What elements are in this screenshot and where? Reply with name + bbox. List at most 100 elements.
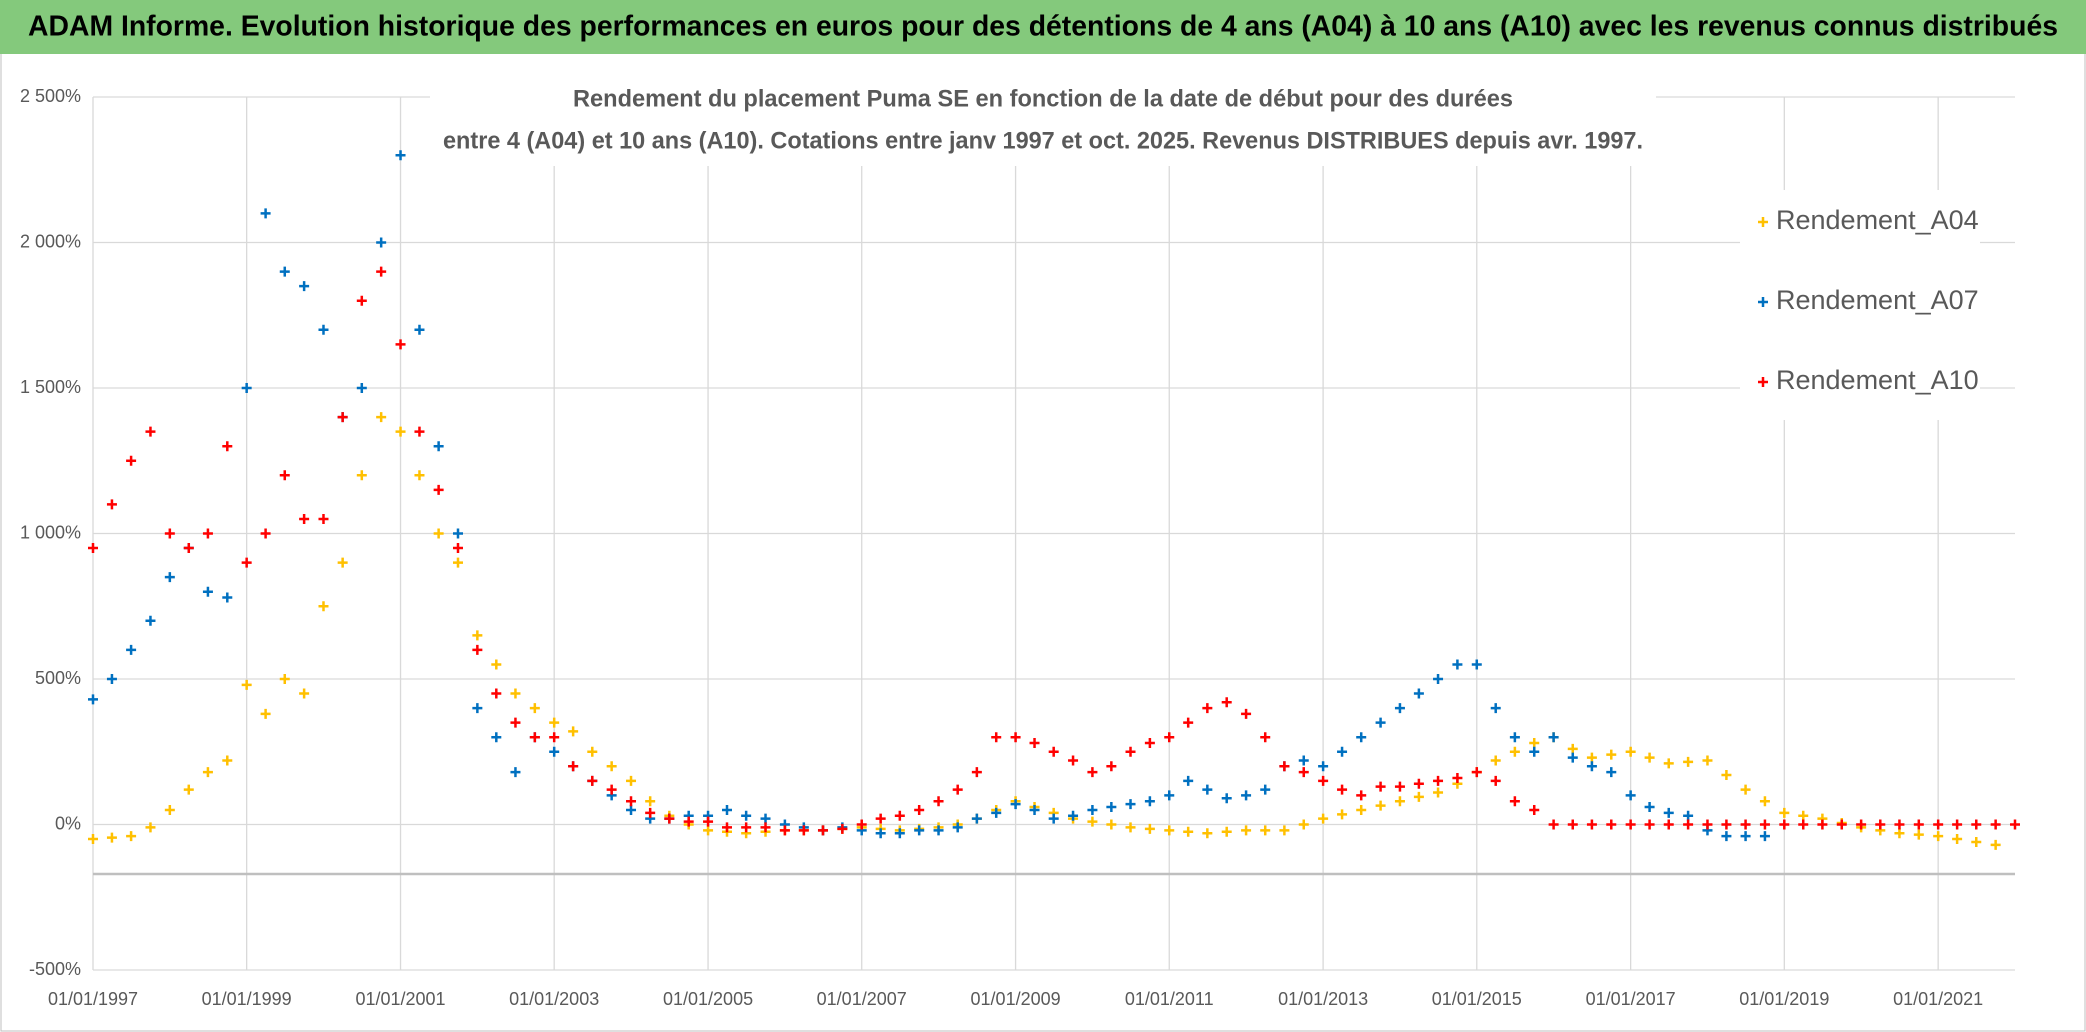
point — [1394, 703, 1405, 714]
point — [1740, 831, 1751, 842]
point — [1279, 825, 1290, 836]
point — [971, 767, 982, 778]
point — [779, 825, 790, 836]
point — [1318, 813, 1329, 824]
point — [1452, 659, 1463, 670]
point — [1509, 796, 1520, 807]
point — [952, 822, 963, 833]
y-tick-label: 2 500% — [20, 86, 81, 106]
point — [626, 804, 637, 815]
point — [722, 822, 733, 833]
point — [1183, 826, 1194, 837]
point — [1087, 767, 1098, 778]
point — [1318, 761, 1329, 772]
x-tick-label: 01/01/1997 — [48, 989, 138, 1009]
point — [1894, 819, 1905, 830]
point — [529, 703, 540, 714]
point — [433, 484, 444, 495]
point — [1298, 819, 1309, 830]
point — [1413, 688, 1424, 699]
point — [183, 784, 194, 795]
point — [299, 513, 310, 524]
point — [1433, 674, 1444, 684]
point — [472, 644, 483, 655]
point — [645, 796, 656, 807]
point — [549, 746, 560, 757]
point — [760, 822, 771, 833]
point — [1740, 784, 1751, 795]
point — [1509, 746, 1520, 757]
legend-marker — [1758, 377, 1768, 387]
point — [164, 528, 175, 539]
point — [2010, 819, 2020, 830]
x-tick-label: 01/01/2013 — [1278, 989, 1368, 1009]
point — [202, 767, 213, 778]
point — [1913, 829, 1924, 840]
point — [1356, 790, 1367, 801]
point — [914, 825, 925, 836]
point — [279, 266, 290, 277]
point — [1183, 775, 1194, 786]
point — [106, 832, 117, 843]
point — [202, 528, 213, 539]
point — [1394, 781, 1405, 792]
point — [529, 732, 540, 743]
point — [1471, 659, 1482, 670]
point — [1029, 804, 1040, 815]
point — [260, 708, 271, 719]
point — [933, 796, 944, 807]
point — [1683, 756, 1694, 767]
point — [1913, 819, 1924, 830]
point — [299, 688, 310, 699]
point — [145, 426, 156, 437]
point — [1106, 819, 1117, 830]
point — [1029, 738, 1040, 749]
y-tick-label: 2 000% — [20, 231, 81, 251]
y-tick-label: -500% — [29, 959, 81, 979]
point — [1068, 810, 1079, 821]
point — [933, 825, 944, 836]
point — [1759, 796, 1770, 807]
x-tick-label: 01/01/1999 — [202, 989, 292, 1009]
point — [894, 828, 905, 839]
legend-label: Rendement_A10 — [1776, 365, 1979, 395]
point — [1798, 810, 1809, 821]
point — [1183, 717, 1194, 728]
point — [1683, 810, 1694, 821]
point — [1490, 703, 1501, 714]
point — [1529, 738, 1540, 749]
point — [798, 825, 809, 836]
point — [1663, 819, 1674, 830]
point — [145, 822, 156, 833]
point — [452, 557, 463, 568]
point — [1625, 790, 1636, 801]
point — [1202, 784, 1213, 795]
point — [1394, 796, 1405, 807]
y-tick-label: 0% — [55, 813, 81, 833]
point — [145, 615, 156, 626]
point — [1125, 746, 1136, 757]
point — [1202, 703, 1213, 714]
point — [1241, 708, 1252, 719]
point — [1356, 732, 1367, 743]
point — [1663, 807, 1674, 818]
point — [664, 813, 675, 824]
point — [549, 717, 560, 728]
point — [279, 674, 290, 684]
point — [683, 816, 694, 827]
point — [1144, 796, 1155, 807]
point — [1048, 813, 1059, 824]
point — [760, 813, 771, 824]
point — [164, 804, 175, 815]
point — [337, 557, 348, 568]
point — [1567, 743, 1578, 754]
point — [1509, 732, 1520, 743]
point — [1010, 732, 1021, 743]
point — [299, 281, 310, 292]
point — [606, 761, 617, 772]
legend-label: Rendement_A04 — [1776, 205, 1979, 235]
point — [894, 810, 905, 821]
point — [491, 659, 502, 670]
x-tick-label: 01/01/2015 — [1432, 989, 1522, 1009]
